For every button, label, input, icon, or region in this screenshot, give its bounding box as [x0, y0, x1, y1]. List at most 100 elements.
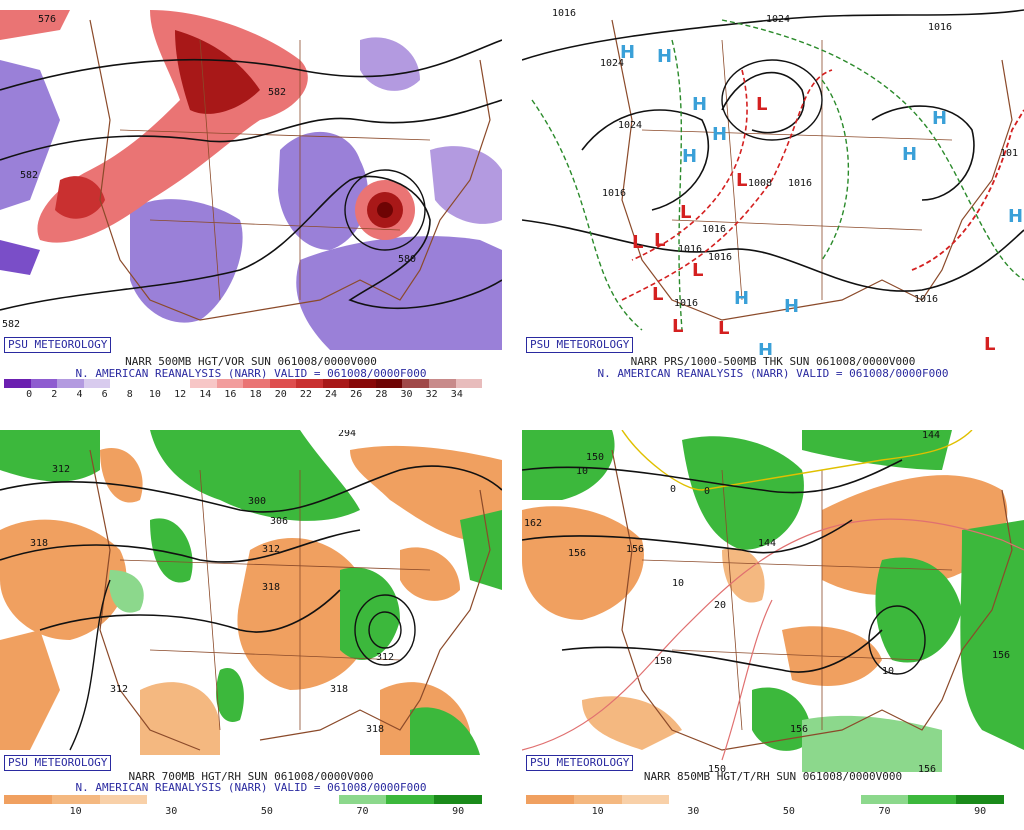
contour-label: 318: [330, 684, 348, 695]
colorbar-tick-label: 6: [101, 389, 108, 400]
contour-label: 1008: [748, 178, 772, 189]
colorbar-swatch: [349, 379, 376, 388]
colorbar-swatch: [338, 795, 387, 804]
colorbar-tick-label: 10: [69, 806, 82, 817]
moist-area: [522, 430, 615, 500]
colorbar-swatch: [269, 379, 297, 388]
colorbar-swatch: [147, 795, 196, 804]
panel-pressure-thickness: H H H H H H H H H H H L L L L L L L L L …: [522, 0, 1024, 400]
colorbar-tick-label: 14: [199, 389, 212, 400]
colorbar-swatch: [434, 795, 482, 804]
high-pressure-symbol: H: [932, 108, 947, 129]
panel-title: NARR 500MB HGT/VOR SUN 061008/0000V000: [125, 355, 377, 368]
colorbar-swatch: [195, 795, 243, 804]
high-pressure-symbol: H: [712, 124, 727, 145]
colorbar-swatch: [402, 379, 429, 388]
colorbar-swatch: [296, 379, 323, 388]
contour-label: 582: [20, 170, 38, 181]
colorbar-tick-label: 90: [974, 806, 987, 817]
contour-label: 576: [38, 14, 56, 25]
contour-label: 156: [918, 764, 936, 772]
panel-title: NARR 850MB HGT/T/RH SUN 061008/0000V000: [643, 770, 903, 783]
low-pressure-symbol: L: [736, 170, 747, 191]
colorbar-tick-label: 18: [249, 389, 262, 400]
contour-label: 294: [338, 430, 356, 439]
moist-area: [0, 430, 100, 482]
colorbar-swatch: [386, 795, 435, 804]
panel-subtitle: N. AMERICAN REANALYSIS (NARR) VALID = 06…: [597, 367, 949, 380]
low-pressure-symbol: L: [632, 232, 643, 253]
high-pressure-symbol: H: [734, 288, 749, 309]
psu-meteorology-logo: PSU METEOROLOGY: [4, 755, 112, 771]
colorbar-tick-label: 70: [878, 806, 891, 817]
panel-500mb-vorticity: 576 582 582 582 580 PSU METEOROLOGY NARR…: [0, 0, 502, 400]
rh700-map: 312 318 300 306 312 318 312 318 318 294 …: [0, 430, 502, 755]
panel-subtitle: N. AMERICAN REANALYSIS (NARR) VALID = 06…: [75, 781, 427, 794]
contour-label: 156: [992, 650, 1010, 661]
psu-meteorology-logo: PSU METEOROLOGY: [4, 337, 112, 353]
colorbar-swatch: [30, 379, 58, 388]
contour-label: 150: [708, 764, 726, 772]
rh-colorbar: [526, 795, 1004, 804]
colorbar-swatch: [83, 379, 111, 388]
colorbar-tick-label: 24: [325, 389, 338, 400]
colorbar-swatch: [189, 379, 217, 388]
contour-label: 312: [110, 684, 128, 695]
colorbar-swatch: [621, 795, 670, 804]
low-pressure-symbol: L: [672, 316, 683, 337]
pressure-map: H H H H H H H H H H H L L L L L L L L L …: [522, 0, 1024, 355]
contour-label: 582: [268, 87, 286, 98]
colorbar-tick-label: 20: [274, 389, 287, 400]
colorbar-tick-label: 4: [76, 389, 83, 400]
contour-label: 10: [576, 466, 588, 477]
colorbar-swatch: [51, 795, 100, 804]
colorbar-swatch: [110, 379, 137, 388]
contour-label: 1016: [928, 22, 952, 33]
colorbar-swatch: [136, 379, 164, 388]
colorbar-tick-label: 34: [450, 389, 463, 400]
high-pressure-symbol: H: [1008, 206, 1023, 227]
contour-label: 580: [398, 254, 416, 265]
colorbar-swatch: [4, 795, 52, 804]
contour-label: 318: [366, 724, 384, 735]
colorbar-tick-label: 0: [26, 389, 33, 400]
high-pressure-symbol: H: [620, 42, 635, 63]
panel-title: NARR 700MB HGT/RH SUN 061008/0000V000: [128, 770, 374, 783]
low-pressure-symbol: L: [984, 334, 995, 355]
contour-label: 318: [262, 582, 280, 593]
rh-colorbar: [4, 795, 482, 804]
contour-label: 150: [586, 452, 604, 463]
contour-label: 312: [262, 544, 280, 555]
dry-area: [0, 519, 127, 640]
contour-label: 144: [922, 430, 940, 441]
contour-label: 1024: [600, 58, 624, 69]
low-pressure-symbol: L: [652, 284, 663, 305]
contour-label: 300: [248, 496, 266, 507]
high-pressure-symbol: H: [657, 46, 672, 67]
contour-label: 162: [524, 518, 542, 529]
colorbar-tick-label: 90: [452, 806, 465, 817]
colorbar-swatch: [216, 379, 244, 388]
contour-label: 318: [30, 538, 48, 549]
high-pressure-symbol: H: [682, 146, 697, 167]
colorbar-swatch: [57, 379, 84, 388]
contour-label: 306: [270, 516, 288, 527]
panel-subtitle: N. AMERICAN REANALYSIS (NARR) VALID = 06…: [75, 367, 427, 380]
colorbar-tick-label: 70: [356, 806, 369, 817]
colorbar-tick-label: 16: [224, 389, 237, 400]
colorbar-swatch: [163, 379, 190, 388]
colorbar-swatch: [243, 379, 270, 388]
colorbar-swatch: [375, 379, 403, 388]
colorbar-swatch: [956, 795, 1004, 804]
colorbar-tick-label: 30: [400, 389, 413, 400]
psu-meteorology-logo: PSU METEOROLOGY: [526, 755, 634, 771]
colorbar-swatch: [99, 795, 148, 804]
colorbar-tick-label: 50: [260, 806, 273, 817]
low-pressure-symbol: L: [756, 94, 767, 115]
high-pressure-symbol: H: [692, 94, 707, 115]
contour-label: 156: [626, 544, 644, 555]
contour-label: 1016: [708, 252, 732, 263]
contour-label: 156: [790, 724, 808, 735]
vorticity-colorbar: [4, 379, 483, 388]
contour-label: 1016: [678, 244, 702, 255]
